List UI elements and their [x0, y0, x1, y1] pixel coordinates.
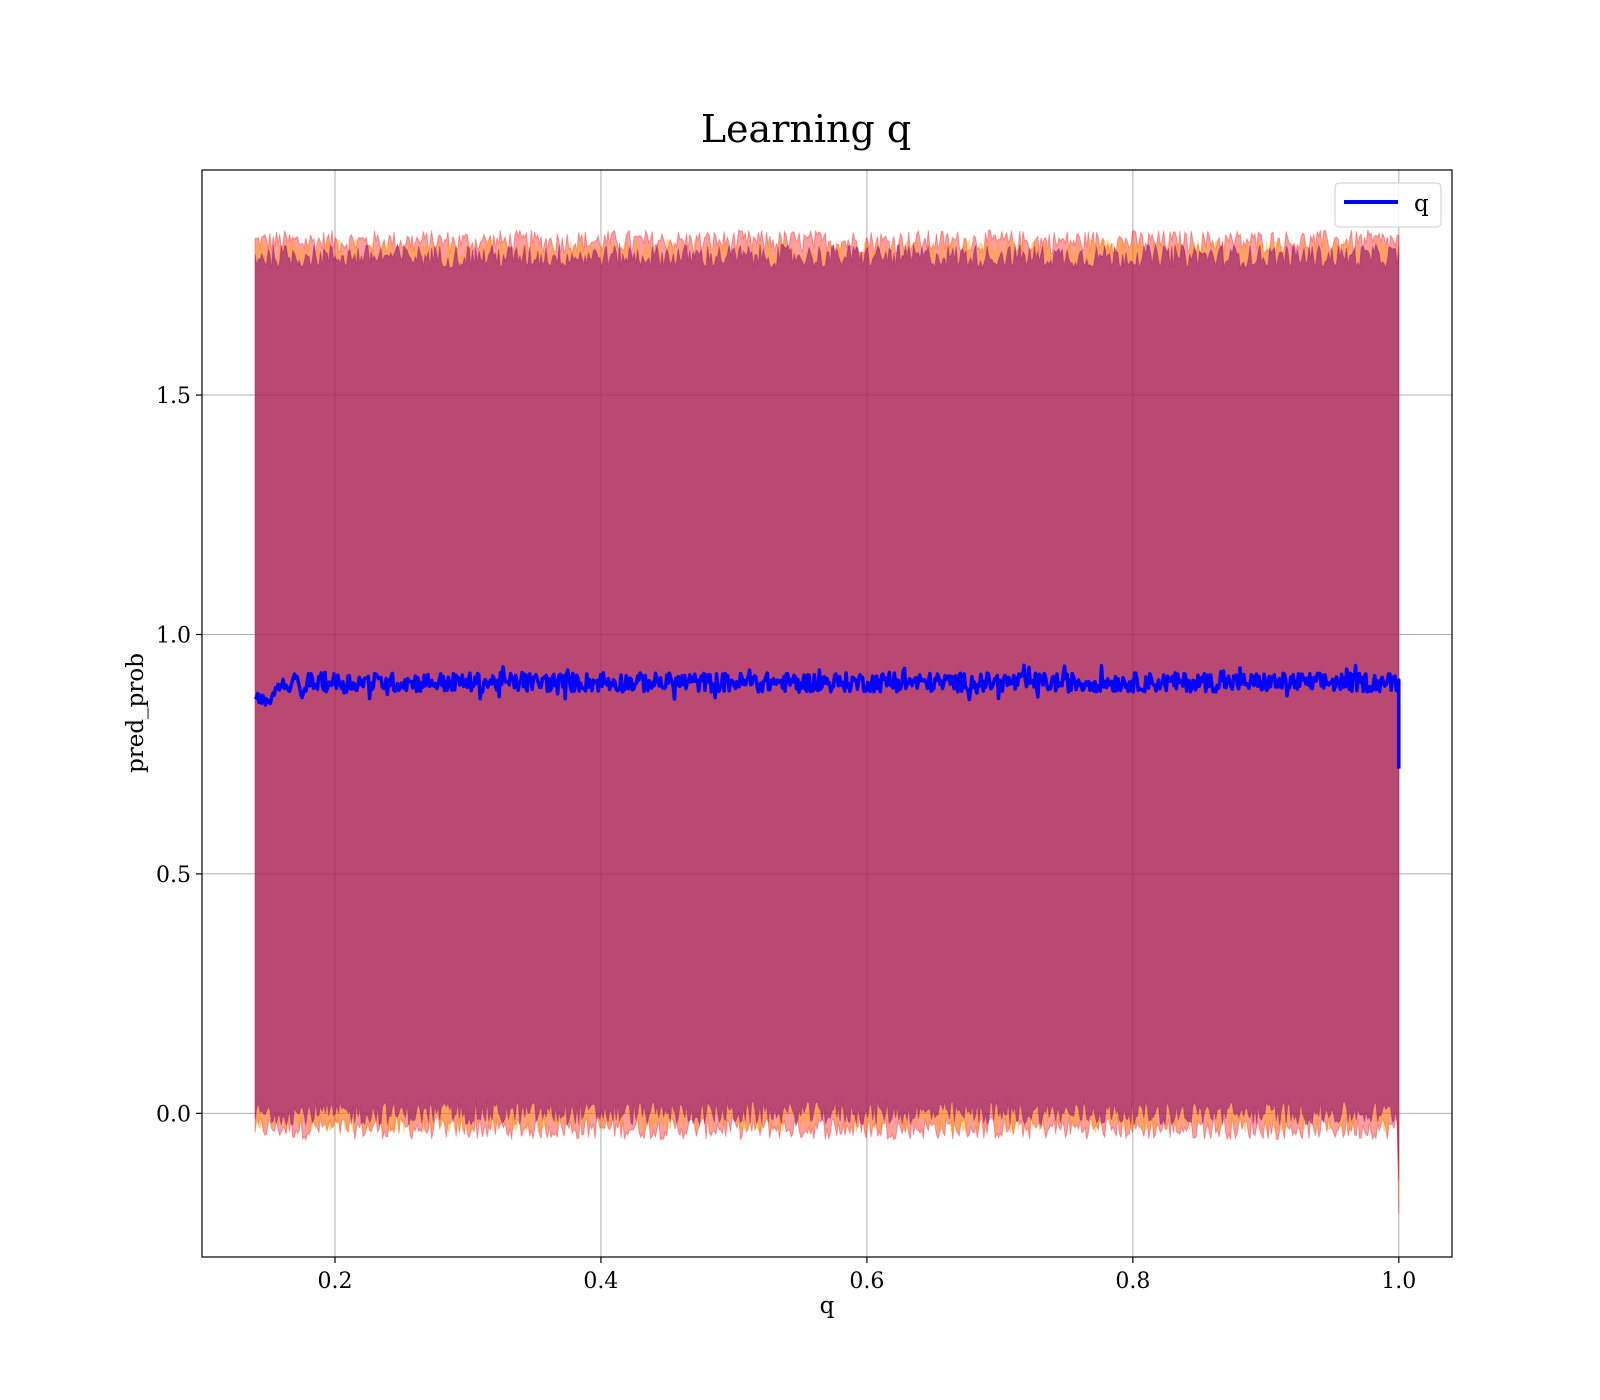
- y-tick-label-1: 0.5: [156, 863, 191, 888]
- x-axis-label: q: [820, 1293, 835, 1319]
- series-lines: [253, 663, 1401, 769]
- axis-ticks: 0.2 0.4 0.6 0.8 1.0 0.0 0.5 1.0 1.5: [156, 384, 1416, 1294]
- legend-box: [1334, 182, 1442, 228]
- legend: q: [1334, 182, 1442, 228]
- x-tick-label-1: 0.4: [583, 1269, 618, 1294]
- x-tick-label-3: 0.8: [1115, 1269, 1150, 1294]
- series-line-q: [253, 663, 1401, 769]
- plot-area-frame: [201, 169, 1453, 1258]
- quantile-bands: [254, 228, 1400, 1214]
- chart-title: Learning q: [701, 107, 911, 151]
- x-tick-label-0: 0.2: [317, 1269, 352, 1294]
- y-tick-label-0: 0.0: [156, 1102, 191, 1127]
- legend-label-q: q: [1414, 191, 1429, 217]
- y-tick-label-3: 1.5: [156, 384, 191, 409]
- x-tick-label-4: 1.0: [1381, 1269, 1416, 1294]
- x-tick-label-2: 0.6: [849, 1269, 884, 1294]
- y-axis-label: pred_prob: [123, 653, 149, 773]
- band-2: [254, 242, 1400, 1181]
- y-tick-label-2: 1.0: [156, 623, 191, 648]
